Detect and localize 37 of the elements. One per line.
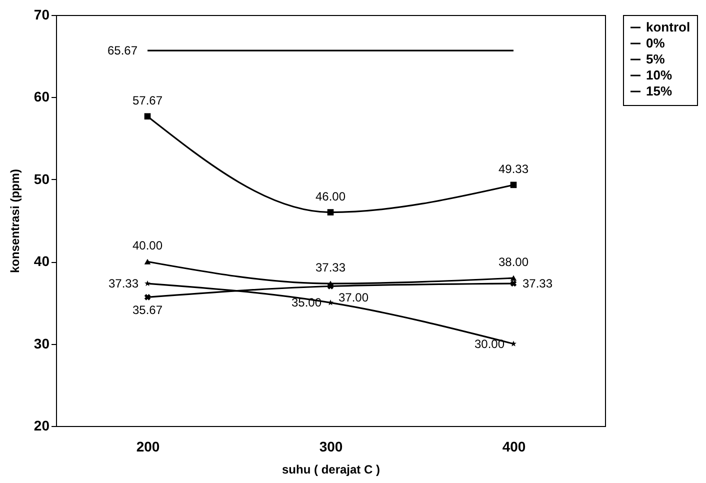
- data-label: 30.00: [474, 336, 505, 351]
- data-label: 40.00: [132, 238, 163, 253]
- point: [144, 294, 151, 300]
- point: [510, 182, 517, 188]
- data-label: 37.00: [338, 290, 369, 304]
- y-tick-label: 50: [34, 170, 50, 187]
- point: [144, 113, 151, 120]
- data-label: 35.67: [132, 303, 163, 318]
- y-tick-label: 70: [34, 6, 50, 22]
- x-axis-title: suhu ( derajat C ): [282, 462, 380, 476]
- legend-label: kontrol: [646, 20, 690, 34]
- data-label: 49.33: [498, 162, 529, 176]
- legend-label: 10%: [646, 68, 672, 82]
- point: [510, 280, 517, 287]
- data-label: 46.00: [315, 189, 346, 204]
- data-label: 65.67: [107, 44, 138, 58]
- legend-label: 15%: [646, 84, 672, 98]
- data-label: 57.67: [132, 93, 163, 108]
- y-tick-label: 40: [34, 253, 50, 270]
- y-tick-label: 60: [34, 88, 50, 105]
- point: [327, 283, 334, 290]
- data-label: 38.00: [498, 255, 529, 270]
- point: [144, 258, 151, 264]
- legend-label: 0%: [646, 36, 666, 50]
- point: [510, 275, 517, 281]
- legend-label: 5%: [646, 52, 666, 66]
- data-label: 37.33: [522, 276, 553, 291]
- x-tick-label: 200: [136, 438, 160, 454]
- x-tick-label: 400: [502, 438, 526, 454]
- data-label: 37.33: [108, 276, 139, 291]
- point: [327, 209, 334, 216]
- y-axis-title: konsentrasi (ppm): [8, 168, 22, 274]
- point: [144, 280, 151, 286]
- x-tick-label: 300: [319, 438, 343, 454]
- y-tick-label: 20: [34, 418, 50, 434]
- data-label: 37.33: [315, 260, 346, 275]
- y-tick-label: 30: [34, 335, 50, 352]
